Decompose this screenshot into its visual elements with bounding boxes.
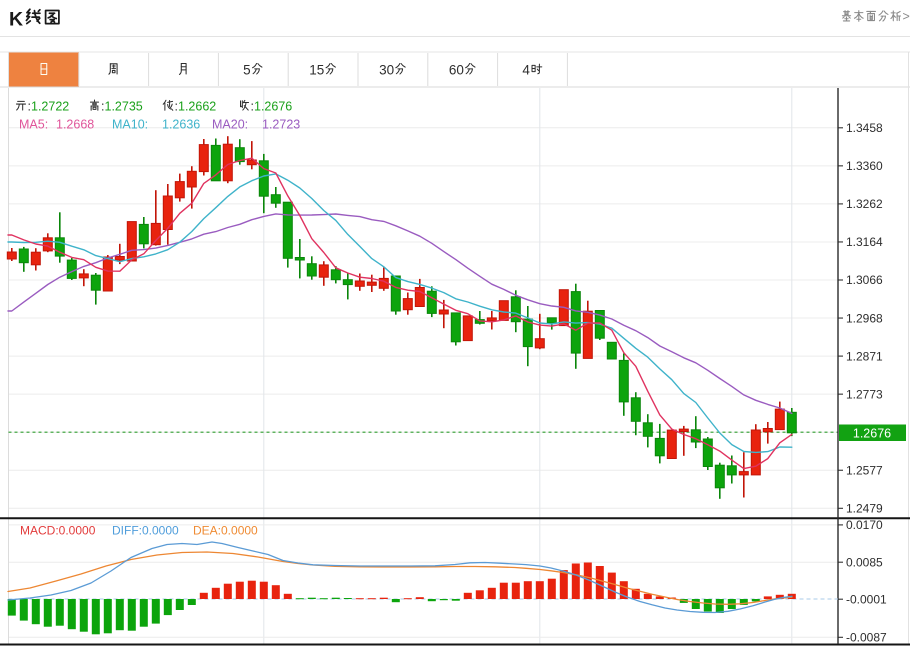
svg-text:1.2773: 1.2773 (846, 387, 883, 401)
svg-text:>: > (903, 10, 910, 24)
svg-text:1.2968: 1.2968 (846, 311, 883, 325)
svg-text::: : (101, 100, 104, 114)
svg-text:MACD:0.0000: MACD:0.0000 (20, 524, 96, 538)
svg-text:1.3458: 1.3458 (846, 121, 883, 135)
svg-text:DEA:0.0000: DEA:0.0000 (193, 524, 258, 538)
svg-text:1.2735: 1.2735 (105, 100, 143, 114)
svg-text:1.2871: 1.2871 (846, 349, 883, 363)
svg-text:0.0085: 0.0085 (846, 555, 883, 569)
svg-text::: : (251, 100, 254, 114)
svg-text:DIFF:0.0000: DIFF:0.0000 (112, 524, 179, 538)
svg-text:-0.0087: -0.0087 (846, 631, 887, 645)
svg-text:1.2676: 1.2676 (853, 426, 891, 440)
svg-text:1.3360: 1.3360 (846, 159, 883, 173)
svg-text:1.2577: 1.2577 (846, 463, 883, 477)
svg-text:1.2676: 1.2676 (254, 100, 292, 114)
svg-text:4: 4 (522, 63, 530, 78)
svg-text:1.2636: 1.2636 (162, 118, 200, 132)
svg-text:MA5:: MA5: (19, 118, 48, 132)
svg-text:1.2722: 1.2722 (31, 100, 69, 114)
svg-text:1.3262: 1.3262 (846, 197, 883, 211)
svg-text:1.2668: 1.2668 (56, 118, 94, 132)
svg-text:0.0170: 0.0170 (846, 518, 883, 532)
svg-text:1.3066: 1.3066 (846, 273, 883, 287)
svg-text:-0.0001: -0.0001 (846, 592, 887, 606)
svg-text:K: K (9, 9, 23, 31)
svg-text:60: 60 (449, 63, 464, 78)
svg-text:30: 30 (379, 63, 394, 78)
svg-text::: : (28, 100, 31, 114)
svg-text:MA10:: MA10: (112, 118, 148, 132)
svg-text:MA20:: MA20: (212, 118, 248, 132)
svg-text:5: 5 (243, 63, 251, 78)
svg-text:15: 15 (309, 63, 324, 78)
svg-text:1.2662: 1.2662 (178, 100, 216, 114)
svg-text:1.2723: 1.2723 (262, 118, 300, 132)
svg-text:1.3164: 1.3164 (846, 235, 883, 249)
svg-text:1.2479: 1.2479 (846, 502, 883, 516)
svg-text::: : (175, 100, 178, 114)
